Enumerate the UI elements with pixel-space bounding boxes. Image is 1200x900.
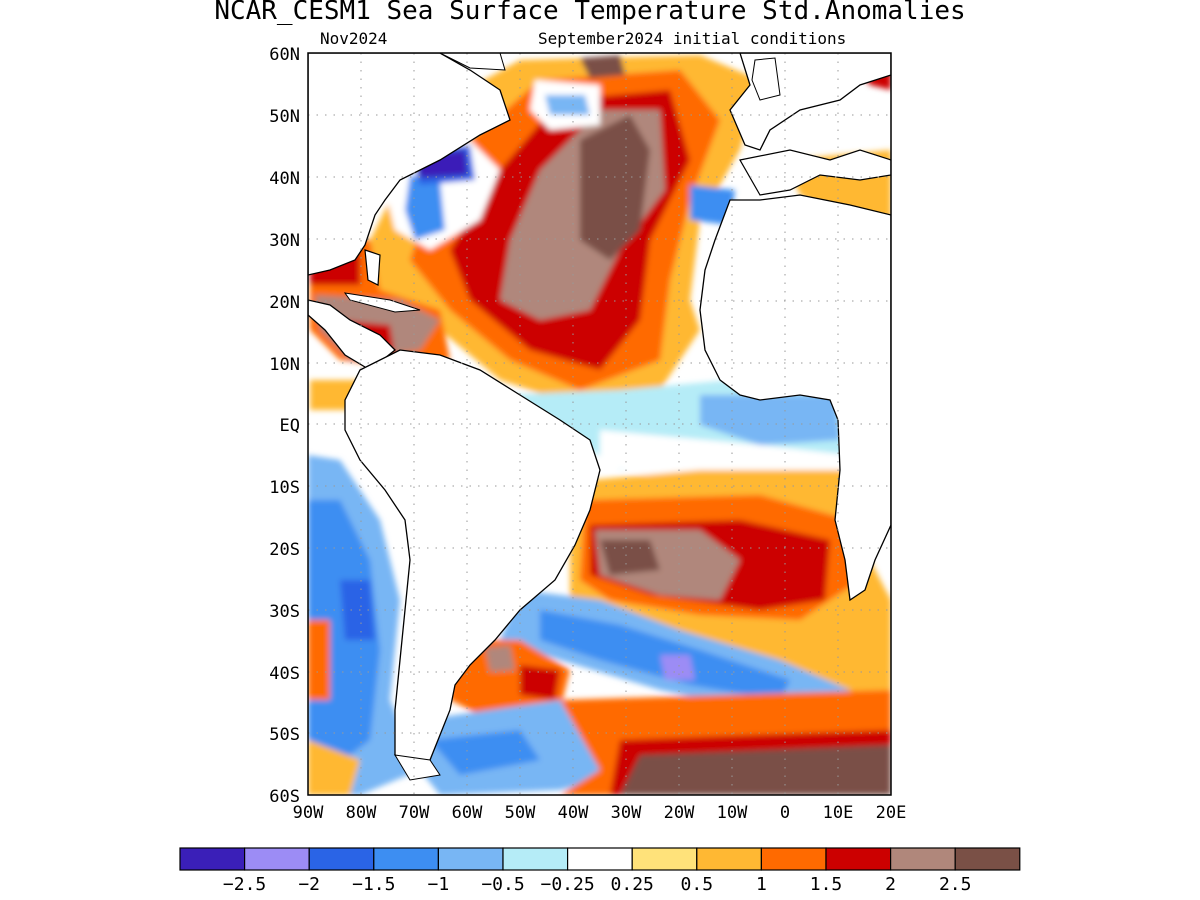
colorbar-label: 1: [756, 874, 767, 895]
colorbar-labels: −2.5 −2 −1.5 −1 −0.5 −0.25 0.25 0.5 1 1.5 2 2.5: [223, 874, 972, 895]
colorbar-label: 1.5: [810, 874, 843, 895]
colorbar-swatch: [631, 847, 698, 871]
lon-label: 0: [780, 803, 790, 823]
colorbar-swatch: [502, 847, 569, 871]
lat-label: 50N: [269, 107, 300, 127]
lat-label: 10S: [269, 478, 300, 498]
lon-label: 90W: [293, 803, 324, 823]
colorbar-swatch: [179, 847, 246, 871]
lat-label: 30N: [269, 231, 300, 251]
colorbar-swatch: [437, 847, 504, 871]
lon-axis-labels: 90W 80W 70W 60W 50W 40W 30W 20W 10W 0 10…: [293, 803, 907, 823]
lon-label: 80W: [346, 803, 377, 823]
lat-label: 10N: [269, 355, 300, 375]
lon-label: 40W: [558, 803, 589, 823]
land-masses: [308, 53, 891, 781]
colorbar-label: 2: [885, 874, 896, 895]
colorbar-swatch: [825, 847, 892, 871]
lat-label: 40S: [269, 664, 300, 684]
lat-label: 50S: [269, 725, 300, 745]
initial-conditions: September2024 initial conditions: [538, 29, 847, 48]
lat-label: 60S: [269, 787, 300, 807]
lon-label: 10W: [717, 803, 748, 823]
colorbar-swatch: [373, 847, 439, 871]
lon-label: 20E: [876, 803, 907, 823]
colorbar-swatch: [954, 847, 1021, 871]
lon-label: 10E: [823, 803, 854, 823]
colorbar-label: −1: [428, 874, 450, 895]
lat-label: 20N: [269, 293, 300, 313]
colorbar-swatch: [696, 847, 762, 871]
forecast-month: Nov2024: [320, 29, 388, 48]
colorbar-swatch: [566, 847, 633, 871]
lat-label: 60N: [269, 45, 300, 65]
lon-label: 50W: [505, 803, 536, 823]
lon-label: 30W: [611, 803, 642, 823]
colorbar-label: −1.5: [352, 874, 395, 895]
lat-label: 30S: [269, 602, 300, 622]
lon-label: 60W: [452, 803, 483, 823]
lat-label: 20S: [269, 540, 300, 560]
lat-axis-labels: 60N 50N 40N 30N 20N 10N EQ 10S 20S 30S 4…: [269, 45, 300, 807]
lat-label: EQ: [280, 416, 300, 436]
colorbar-swatch: [308, 847, 375, 871]
colorbar-swatch: [244, 847, 310, 871]
colorbar-label: −0.5: [481, 874, 524, 895]
lon-label: 20W: [664, 803, 695, 823]
lat-label: 40N: [269, 169, 300, 189]
colorbar-label: 0.5: [681, 874, 714, 895]
map-grid: [308, 53, 891, 795]
colorbar-label: 2.5: [939, 874, 972, 895]
colorbar-label: −2.5: [223, 874, 266, 895]
colorbar-label: −2: [298, 874, 320, 895]
colorbar-label: −0.25: [541, 874, 595, 895]
map-title: NCAR_CESM1 Sea Surface Temperature Std.A…: [214, 0, 966, 26]
colorbar-label: 0.25: [611, 874, 654, 895]
colorbar-swatch: [889, 847, 956, 871]
map-frame: [307, 52, 892, 796]
lon-label: 70W: [399, 803, 430, 823]
colorbar: [179, 847, 1021, 871]
colorbar-swatch: [760, 847, 827, 871]
